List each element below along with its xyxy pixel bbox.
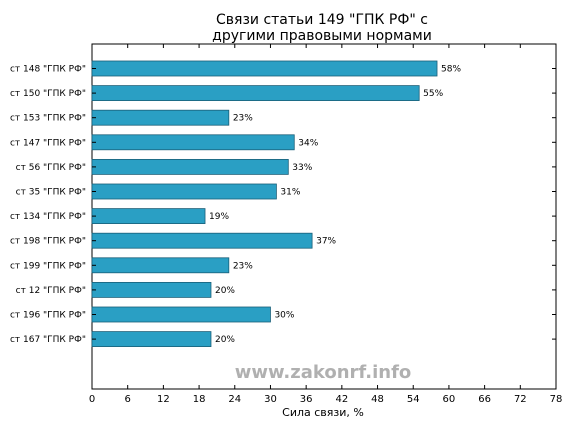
value-label-2: 23%	[233, 114, 253, 124]
value-label-4: 33%	[292, 163, 312, 173]
bar-5	[91, 183, 277, 200]
category-label-0: ст 148 "ГПК РФ"	[10, 65, 86, 75]
bar-4	[91, 158, 289, 175]
category-label-9: ст 12 "ГПК РФ"	[16, 286, 86, 296]
x-tick-label-4: 24	[228, 394, 241, 405]
chart-title-line-1: Связи статьи 149 "ГПК РФ" с	[216, 12, 428, 28]
x-ticks-group: 0 6 12 18 24 30 36 42 48 54 60 66 72 78	[89, 44, 563, 405]
category-label-7: ст 198 "ГПК РФ"	[10, 237, 86, 247]
x-tick-label-0: 0	[89, 394, 95, 405]
bar-1	[91, 85, 420, 101]
x-tick-label-8: 48	[371, 394, 384, 405]
x-tick-label-1: 6	[125, 394, 131, 405]
x-tick-label-2: 12	[157, 394, 170, 405]
x-tick-label-9: 54	[407, 394, 420, 405]
bars-group	[91, 60, 438, 348]
value-label-8: 23%	[233, 261, 253, 271]
watermark-text: www.zakonrf.info	[235, 362, 412, 383]
value-label-0: 58%	[441, 65, 461, 75]
x-axis-title: Сила связи, %	[282, 406, 364, 419]
bar-7	[91, 232, 313, 249]
category-label-2: ст 153 "ГПК РФ"	[10, 114, 86, 124]
value-label-10: 30%	[274, 311, 294, 321]
value-labels-group: 58% 55% 23% 34% 33% 31% 19% 37% 23% 20% 30% 20%	[209, 65, 461, 346]
bar-6	[91, 208, 206, 225]
value-label-1: 55%	[423, 89, 443, 99]
x-tick-label-7: 42	[335, 394, 348, 405]
chart-title-line-2: другими правовыми нормами	[212, 28, 432, 44]
value-label-5: 31%	[280, 188, 300, 198]
x-tick-label-3: 18	[193, 394, 206, 405]
bar-3	[91, 134, 295, 151]
x-tick-label-10: 60	[443, 394, 456, 405]
category-label-1: ст 150 "ГПК РФ"	[10, 89, 86, 99]
category-labels-group: ст 148 "ГПК РФ" ст 150 "ГПК РФ" ст 153 "ГП…	[10, 65, 86, 346]
category-label-11: ст 167 "ГПК РФ"	[10, 335, 86, 345]
value-label-7: 37%	[316, 237, 336, 247]
value-label-6: 19%	[209, 212, 229, 222]
value-label-3: 34%	[298, 138, 318, 148]
x-tick-label-11: 66	[478, 394, 491, 405]
x-tick-label-13: 78	[550, 394, 563, 405]
x-tick-label-5: 30	[264, 394, 277, 405]
category-label-4: ст 56 "ГПК РФ"	[16, 163, 86, 173]
x-tick-label-6: 36	[300, 394, 313, 405]
category-label-6: ст 134 "ГПК РФ"	[10, 212, 86, 222]
bar-9	[91, 281, 212, 298]
bar-11	[91, 331, 212, 348]
category-label-5: ст 35 "ГПК РФ"	[16, 188, 86, 198]
bar-8	[91, 257, 230, 274]
x-tick-label-12: 72	[514, 394, 527, 405]
value-label-9: 20%	[215, 286, 235, 296]
category-label-3: ст 147 "ГПК РФ"	[10, 138, 86, 148]
category-label-10: ст 196 "ГПК РФ"	[10, 311, 86, 321]
bar-10	[91, 306, 271, 323]
category-label-8: ст 199 "ГПК РФ"	[10, 261, 86, 271]
bar-0	[91, 60, 438, 77]
value-label-11: 20%	[215, 335, 235, 345]
bar-2	[91, 109, 230, 126]
